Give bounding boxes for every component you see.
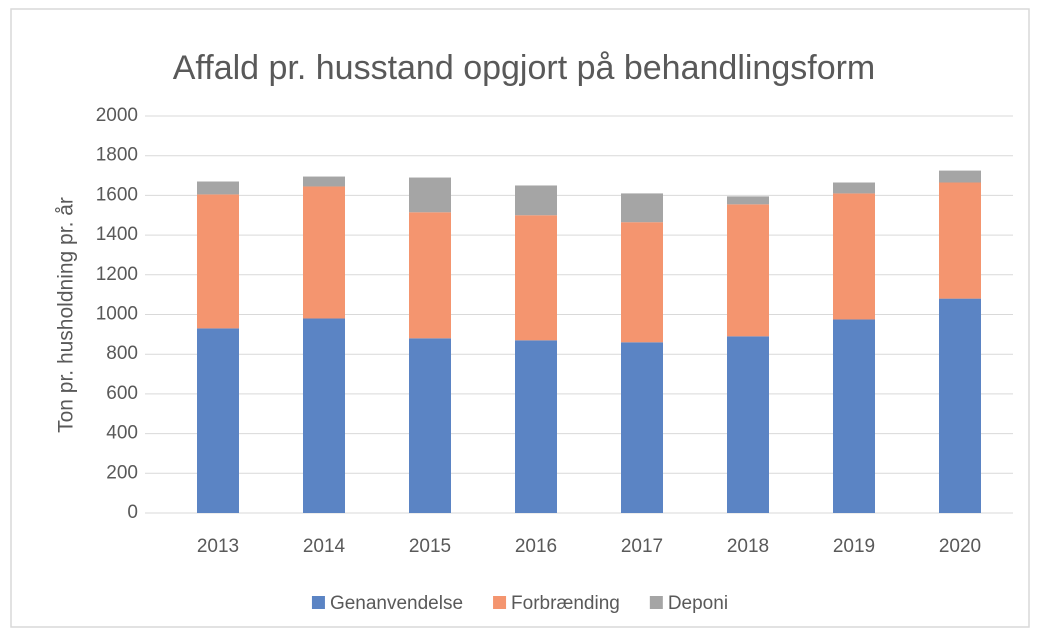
- y-tick-label: 1200: [96, 264, 138, 285]
- y-tick-label: 400: [106, 423, 138, 444]
- bar-segment: [515, 185, 557, 216]
- x-tick-label: 2016: [515, 536, 557, 557]
- bar-segment: [409, 212, 451, 339]
- bar-segment: [515, 215, 557, 341]
- bar-segment: [303, 186, 345, 319]
- bar-segment: [621, 342, 663, 513]
- legend-label: Forbrænding: [511, 593, 620, 614]
- bar-segment: [727, 336, 769, 513]
- legend-label: Genanvendelse: [330, 593, 463, 614]
- y-tick-label: 1400: [96, 224, 138, 245]
- bar-segment: [303, 318, 345, 513]
- bar-segment: [409, 338, 451, 513]
- bar-segment: [197, 194, 239, 329]
- y-tick-label: 1000: [96, 304, 138, 325]
- y-tick-label: 600: [106, 383, 138, 404]
- bar-segment: [833, 193, 875, 320]
- bar-segment: [833, 319, 875, 513]
- legend-swatch: [649, 596, 663, 609]
- legend-swatch: [311, 596, 325, 609]
- x-tick-label: 2015: [409, 536, 451, 557]
- bar-segment: [939, 298, 981, 513]
- legend-swatch: [493, 596, 507, 609]
- bar-segment: [303, 176, 345, 187]
- bar-segment: [515, 340, 557, 513]
- x-tick-label: 2020: [939, 536, 981, 557]
- bar-segment: [197, 181, 239, 195]
- x-tick-label: 2019: [833, 536, 875, 557]
- bar-segment: [727, 204, 769, 337]
- y-tick-label: 0: [127, 502, 138, 523]
- bar-segment: [621, 193, 663, 223]
- x-tick-label: 2013: [197, 536, 239, 557]
- x-tick-label: 2017: [621, 536, 663, 557]
- bar-segment: [621, 222, 663, 343]
- y-tick-label: 1600: [96, 184, 138, 205]
- y-tick-label: 2000: [96, 105, 138, 126]
- y-axis-label: Ton pr. husholdning pr. år: [55, 197, 78, 433]
- bar-segment: [409, 177, 451, 213]
- y-tick-label: 800: [106, 343, 138, 364]
- chart-title: Affald pr. husstand opgjort på behandlin…: [173, 49, 876, 87]
- x-tick-label: 2018: [727, 536, 769, 557]
- bar-segment: [197, 328, 239, 513]
- bar-segment: [727, 196, 769, 205]
- bar-segment: [939, 170, 981, 183]
- y-tick-label: 1800: [96, 145, 138, 166]
- y-tick-label: 200: [106, 462, 138, 483]
- legend-label: Deponi: [668, 593, 728, 614]
- x-tick-label: 2014: [303, 536, 346, 557]
- bar-segment: [833, 182, 875, 194]
- bar-segment: [939, 182, 981, 299]
